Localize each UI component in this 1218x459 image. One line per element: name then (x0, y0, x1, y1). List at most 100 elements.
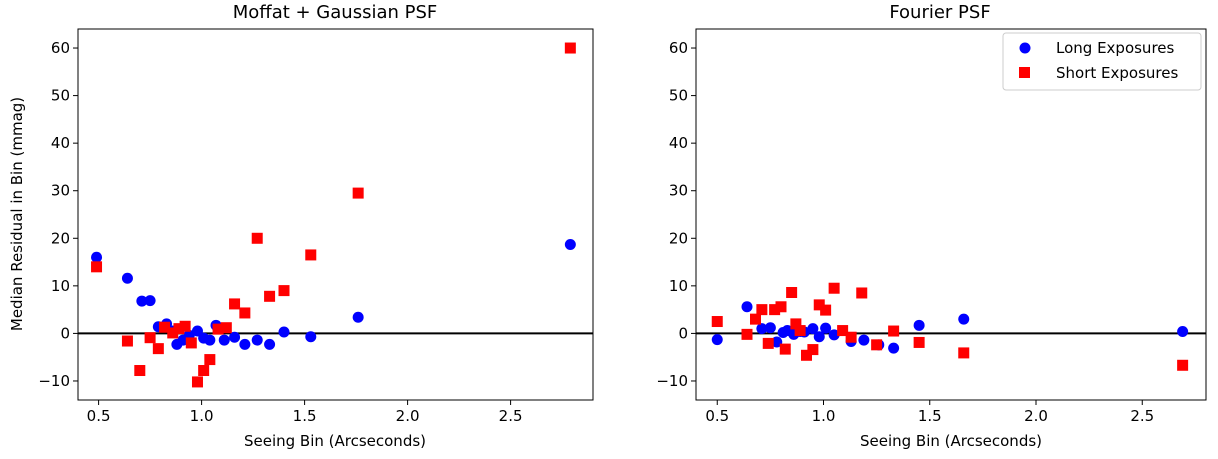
data-point-short (251, 232, 263, 244)
data-point-short (775, 301, 787, 313)
data-point-short (913, 336, 925, 348)
y-tick-label: 60 (51, 39, 70, 57)
data-point-long (239, 338, 251, 350)
series-short-exposures (91, 42, 576, 388)
data-point-short (856, 287, 868, 299)
y-axis-ticks: −10 0 10 20 30 40 50 60 (656, 39, 696, 390)
x-tick-label: 1.5 (918, 407, 942, 425)
data-point-short (264, 290, 276, 302)
data-point-short (185, 337, 197, 349)
data-point-long (121, 272, 133, 284)
data-point-short (711, 316, 723, 328)
panel-right: Fourier PSF 0.5 1.0 1.5 2.0 2.5 −10 0 10 20 30 40… (656, 2, 1207, 450)
panel-left: Moffat + Gaussian PSF 0.5 1.0 1.5 2.0 2.5 −1… (8, 2, 594, 450)
data-point-short (144, 332, 156, 344)
data-point-long (820, 322, 832, 334)
y-tick-label: 30 (51, 182, 70, 200)
data-point-short (179, 320, 191, 332)
data-point-short (173, 323, 185, 335)
data-point-long (136, 295, 148, 307)
data-point-long (1177, 326, 1189, 338)
y-tick-label: 30 (669, 182, 688, 200)
x-tick-label: 0.5 (705, 407, 729, 425)
data-point-short (790, 318, 802, 330)
y-tick-label: 40 (669, 134, 688, 152)
y-tick-label: 10 (669, 277, 688, 295)
data-point-short (837, 325, 849, 337)
data-point-short (779, 343, 791, 355)
x-tick-label: 0.5 (87, 407, 111, 425)
data-point-short (762, 337, 774, 349)
x-tick-label: 1.0 (812, 407, 836, 425)
chart-title: Fourier PSF (889, 2, 990, 23)
data-point-short (741, 328, 753, 340)
data-point-long (771, 336, 783, 348)
data-point-long (711, 334, 723, 346)
data-point-short (121, 335, 133, 347)
data-point-long (352, 311, 364, 323)
y-tick-label: 50 (51, 87, 70, 105)
data-point-short (756, 304, 768, 316)
y-tick-label: 40 (51, 134, 70, 152)
x-tick-label: 2.5 (1130, 407, 1154, 425)
data-point-long (764, 322, 776, 334)
y-axis-label: Median Residual in Bin (mmag) (8, 97, 26, 331)
series-short-exposures (711, 282, 1189, 371)
y-tick-label: −10 (656, 372, 688, 390)
data-point-short (152, 343, 164, 355)
data-point-long (144, 295, 156, 307)
x-tick-label: 1.0 (190, 407, 214, 425)
data-point-short (305, 249, 317, 261)
data-point-short (159, 321, 171, 333)
data-point-short (239, 307, 251, 319)
data-point-short (134, 365, 146, 377)
x-axis-label: Seeing Bin (Arcseconds) (244, 432, 426, 450)
x-tick-label: 2.0 (1024, 407, 1048, 425)
data-point-long (828, 329, 840, 341)
y-tick-label: 0 (678, 324, 688, 342)
legend-label-long: Long Exposures (1056, 39, 1175, 57)
y-tick-label: 10 (51, 277, 70, 295)
y-tick-label: −10 (38, 372, 70, 390)
data-point-short (813, 299, 825, 311)
x-axis-label: Seeing Bin (Arcseconds) (860, 432, 1042, 450)
data-point-long (564, 238, 576, 250)
data-point-long (858, 334, 870, 346)
plot-frame (695, 28, 1207, 401)
data-point-long (741, 301, 753, 313)
data-point-short (845, 331, 857, 343)
data-point-long (807, 323, 819, 335)
data-point-short (769, 304, 781, 316)
data-point-long (264, 338, 276, 350)
data-point-long (958, 313, 970, 325)
data-point-short (204, 354, 216, 366)
data-point-short (198, 365, 210, 377)
data-point-long (278, 326, 290, 338)
x-tick-label: 1.5 (293, 407, 317, 425)
data-point-short (352, 187, 364, 199)
data-point-short (871, 339, 883, 351)
data-point-long (756, 323, 768, 335)
data-point-long (191, 325, 203, 337)
data-point-long (888, 342, 900, 354)
data-point-short (794, 325, 806, 337)
data-point-long (204, 334, 216, 346)
x-tick-label: 2.5 (499, 407, 523, 425)
y-tick-label: 20 (51, 229, 70, 247)
data-point-long (251, 334, 263, 346)
data-point-short (807, 344, 819, 356)
plot-frame (77, 28, 594, 401)
data-point-long (305, 331, 317, 343)
chart-title: Moffat + Gaussian PSF (233, 2, 438, 23)
data-point-short (167, 327, 179, 339)
data-point-short (278, 285, 290, 297)
legend-label-short: Short Exposures (1056, 64, 1178, 82)
legend-marker-short (1019, 67, 1030, 78)
data-point-long (913, 319, 925, 331)
y-tick-label: 20 (669, 229, 688, 247)
x-axis-ticks: 0.5 1.0 1.5 2.0 2.5 (705, 400, 1154, 425)
data-point-short (828, 282, 840, 294)
x-tick-label: 2.0 (396, 407, 420, 425)
data-point-long (91, 251, 103, 263)
data-point-short (958, 347, 970, 359)
